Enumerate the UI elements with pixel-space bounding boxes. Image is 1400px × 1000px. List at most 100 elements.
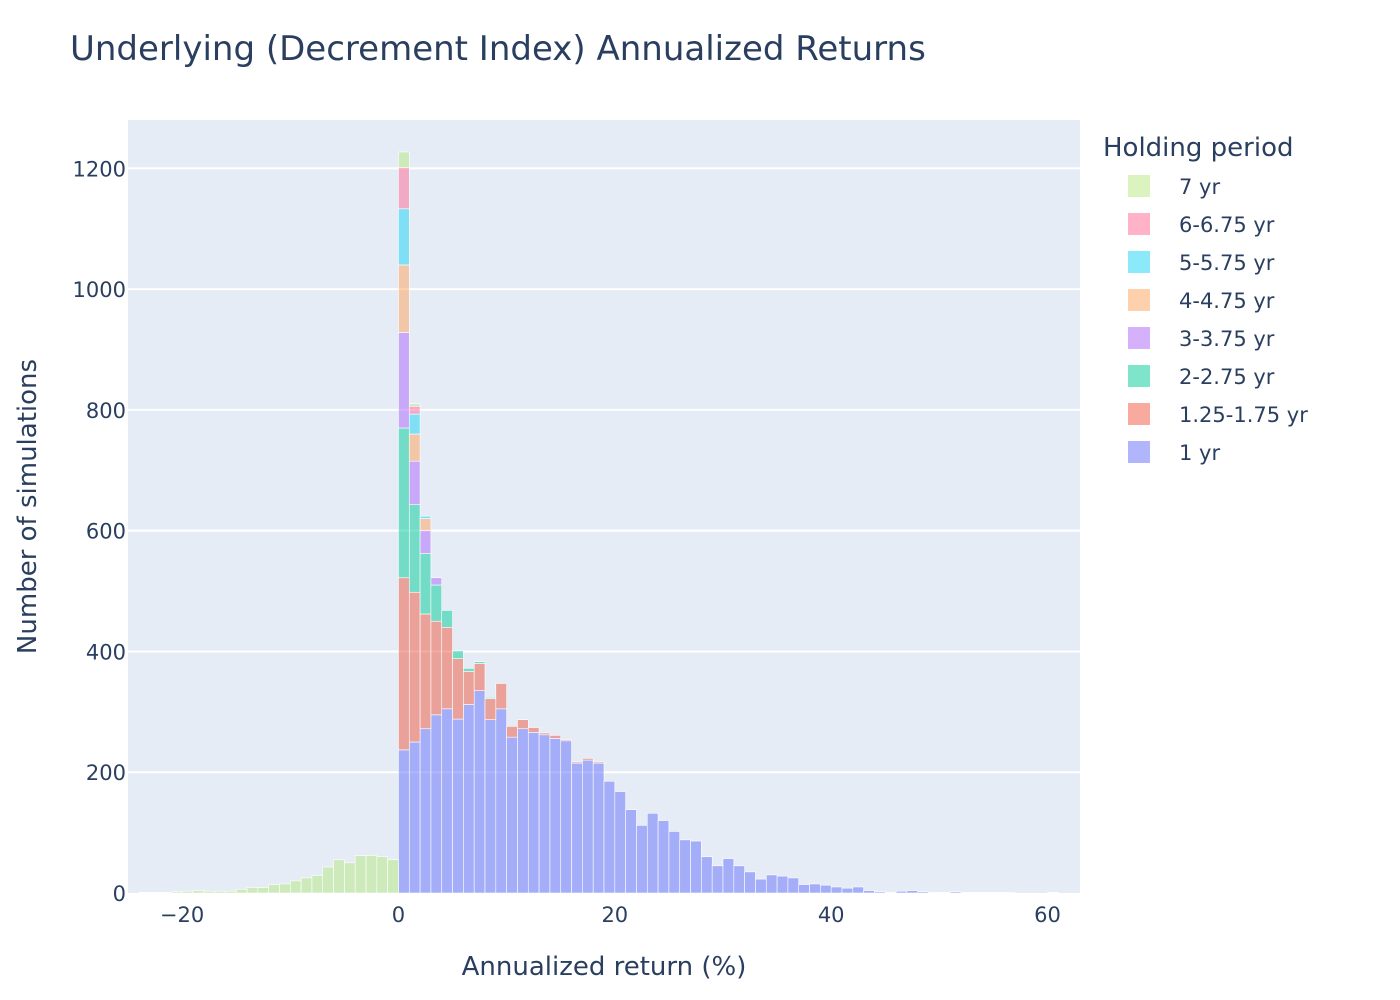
bar [441,610,453,628]
gridlines [128,167,1080,774]
bar [408,433,421,462]
series-1-25-1-75-yr [398,577,605,764]
bar [430,584,443,622]
bar [549,735,562,739]
bar [463,704,475,894]
legend-label: 6-6.75 yr [1179,213,1275,237]
bar [549,738,562,894]
bar [495,683,507,710]
bar [592,761,605,764]
y-tick-label: 800 [86,399,126,423]
bar [1047,892,1059,894]
bar [571,761,583,764]
bar [419,515,432,519]
legend-swatch [1128,289,1150,311]
bar [398,749,410,894]
bar [289,880,302,894]
y-tick-label: 1000 [73,278,126,302]
bar [711,865,724,894]
legend: Holding period 7 yr 6-6.75 yr 5-5.75 yr 4-4… [1103,133,1308,465]
bar [928,892,940,894]
bar [852,886,864,894]
bar [636,825,648,894]
bar [949,891,962,894]
bar [398,427,410,579]
bar [452,650,464,659]
bar [625,809,637,894]
bar [430,577,443,586]
bar [917,891,929,894]
bar [993,892,1005,894]
bar [484,719,497,894]
series-7-yr [138,151,421,894]
y-tick-label: 1200 [73,157,126,181]
bar [398,577,410,751]
bar [170,891,183,894]
bar [776,875,789,894]
legend-swatch [1128,175,1150,197]
bar [463,668,475,672]
bar [863,890,875,894]
bar [376,856,388,894]
bar [527,727,540,733]
bar [365,855,378,894]
bar [214,890,226,894]
bar [257,887,269,894]
bar [582,758,594,761]
bar [398,264,410,333]
bar [668,831,681,894]
bar [419,518,432,531]
bar [679,839,691,894]
legend-swatch [1128,251,1150,273]
bar [419,553,432,615]
bar [960,892,973,894]
bar [279,883,291,894]
bar [408,413,421,435]
bar [538,732,551,736]
bar [322,866,334,894]
bar [398,167,410,210]
x-axis-ticks: −20 0 20 40 60 [160,903,1061,927]
bar [657,820,670,894]
bar [690,840,702,894]
bar [268,884,280,894]
bar [203,890,215,894]
x-axis-title: Annualized return (%) [462,952,747,982]
bar [473,661,486,664]
bar [398,151,410,169]
bar [527,732,540,894]
y-tick-label: 600 [86,520,126,544]
bar [430,714,443,894]
bar [1003,892,1016,894]
bar [603,780,616,894]
bar [354,855,367,894]
bar [646,812,659,894]
bar [571,762,583,894]
bar [333,859,345,894]
bar [398,332,410,429]
x-tick-label: 0 [392,903,405,927]
legend-swatch [1128,365,1150,387]
legend-label: 1 yr [1179,441,1220,465]
y-tick-label: 400 [86,640,126,664]
bar [149,892,161,894]
bar [225,890,237,894]
bar [192,890,205,894]
bar [463,671,475,705]
bar [592,762,605,894]
bar [755,878,767,894]
legend-label: 2-2.75 yr [1179,365,1275,389]
bar [830,886,843,894]
legend-swatch [1128,327,1150,349]
bar [311,875,324,894]
legend-label: 7 yr [1179,175,1220,199]
bar [138,892,150,894]
bar [560,739,572,742]
bars [138,151,1059,894]
legend-swatch [1128,441,1150,463]
bar [408,741,421,894]
bar [538,734,551,894]
legend-label: 3-3.75 yr [1179,327,1275,351]
y-axis-title: Number of simulations [13,359,43,654]
legend-swatch [1128,213,1150,235]
